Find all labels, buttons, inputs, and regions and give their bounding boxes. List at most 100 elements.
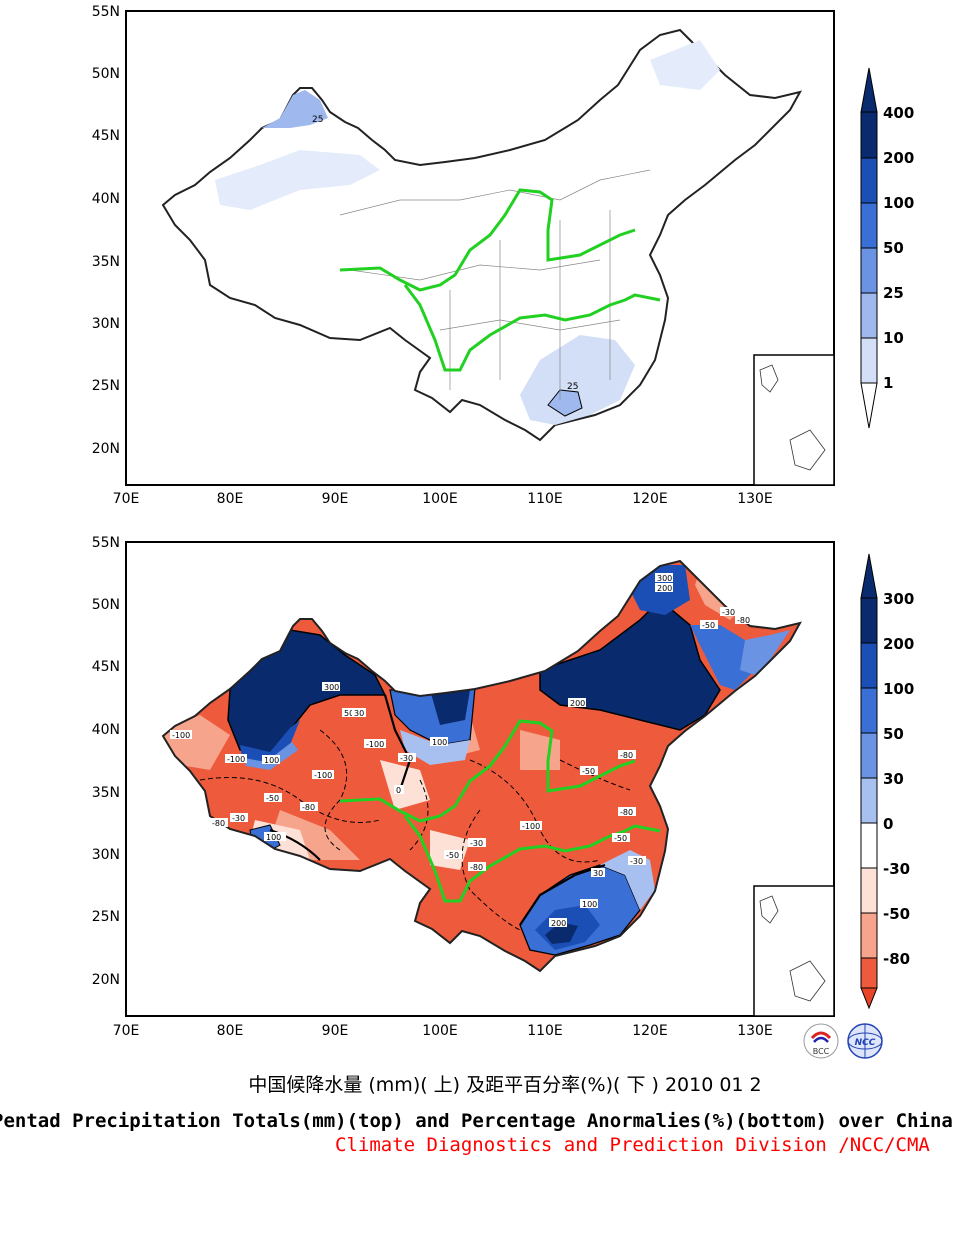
top-lat-label: 45N	[92, 128, 120, 144]
top-precip-shade-nw	[262, 90, 328, 128]
top-lon-label: 70E	[113, 491, 140, 507]
svg-text:-50: -50	[582, 767, 595, 776]
bottom-lat-label: 50N	[92, 597, 120, 613]
contour-label: -100	[170, 730, 192, 740]
bcc-logo: BCC	[803, 1023, 839, 1059]
bottom-yellow-river	[339, 719, 636, 823]
bottom-lat-label: 40N	[92, 722, 120, 738]
top-contour-label: 25	[312, 115, 323, 125]
top-colorbar-label: 50	[883, 239, 904, 257]
svg-text:-50: -50	[446, 851, 459, 860]
top-colorbar-label: 400	[883, 104, 914, 122]
top-lat-label: 50N	[92, 66, 120, 82]
svg-text:-100: -100	[522, 822, 540, 831]
contour-label: -50	[444, 850, 462, 860]
bottom-lon-label: 110E	[527, 1023, 563, 1039]
bottom-anomaly-positive-ne	[539, 598, 721, 731]
svg-text:-30: -30	[630, 857, 643, 866]
top-lon-label: 130E	[737, 491, 773, 507]
caption-credit: Climate Diagnostics and Prediction Divis…	[335, 1134, 930, 1156]
bottom-colorbar: 300 200 100 50 30 0 -30 -50 -80	[860, 553, 914, 1010]
top-lat-label: 35N	[92, 254, 120, 270]
contour-label: -30	[398, 753, 416, 763]
contour-label: -50	[580, 766, 598, 776]
top-colorbar-label: 100	[883, 194, 914, 212]
contour-label: -30	[230, 813, 248, 823]
contour-label: 200	[568, 698, 586, 708]
svg-text:200: 200	[551, 919, 566, 928]
svg-text:-30: -30	[470, 839, 483, 848]
bottom-lon-label: 120E	[632, 1023, 668, 1039]
top-china-outline	[161, 28, 802, 442]
contour-label: 100	[262, 755, 280, 765]
bottom-colorbar-label: 30	[883, 770, 904, 788]
caption-chinese: 中国候降水量 (mm)( 上) 及距平百分率(%)( 下 ) 2010 01 2	[248, 1074, 762, 1096]
top-colorbar: 400 200 100 50 25 10 1	[860, 67, 914, 429]
contour-label: -30	[468, 838, 486, 848]
svg-text:-80: -80	[620, 808, 633, 817]
contour-label: -50	[612, 833, 630, 843]
contour-label: -80	[468, 862, 486, 872]
bottom-colorbar-label: -50	[883, 905, 910, 923]
top-lat-label: 40N	[92, 191, 120, 207]
svg-text:-30: -30	[400, 754, 413, 763]
svg-text:30: 30	[593, 869, 603, 878]
top-precip-shade-south	[520, 335, 635, 425]
top-lat-axis: 55N 50N 45N 40N 35N 30N 25N 20N	[92, 4, 120, 457]
contour-label: -100	[312, 770, 334, 780]
svg-text:-80: -80	[470, 863, 483, 872]
contour-label: 100	[430, 737, 448, 747]
top-colorbar-label: 200	[883, 149, 914, 167]
bottom-lat-label: 55N	[92, 535, 120, 551]
top-precip-shade-core	[547, 389, 583, 417]
top-lon-label: 100E	[422, 491, 458, 507]
bottom-yangtze-river	[403, 815, 661, 903]
svg-text:-80: -80	[620, 751, 633, 760]
contour-label: -50	[264, 793, 282, 803]
contour-label: -100	[520, 821, 542, 831]
contour-label: -80	[210, 818, 228, 828]
bottom-colorbar-label: -30	[883, 860, 910, 878]
contour-label: 30	[352, 708, 366, 718]
contour-label: 200	[655, 583, 673, 593]
bottom-china-outline	[161, 559, 802, 973]
top-lat-label: 55N	[92, 4, 120, 20]
top-precip-shade-ne	[650, 40, 720, 90]
contour-label: -50	[700, 620, 718, 630]
svg-text:100: 100	[582, 900, 597, 909]
top-lat-label: 20N	[92, 441, 120, 457]
bottom-lon-axis: 70E 80E 90E 100E 110E 120E 130E	[113, 1023, 773, 1039]
top-yellow-river	[339, 188, 636, 292]
svg-text:-80: -80	[212, 819, 225, 828]
bottom-lat-label: 35N	[92, 785, 120, 801]
svg-text:30: 30	[354, 709, 364, 718]
svg-text:-80: -80	[302, 803, 315, 812]
contour-label: 100	[580, 899, 598, 909]
bottom-colorbar-label: 0	[883, 815, 893, 833]
svg-text:100: 100	[432, 738, 447, 747]
ncc-logo: NCC	[847, 1023, 883, 1059]
bottom-lon-label: 130E	[737, 1023, 773, 1039]
svg-text:300: 300	[324, 683, 339, 692]
svg-text:100: 100	[264, 756, 279, 765]
top-inset-box	[753, 354, 834, 485]
top-lon-label: 110E	[527, 491, 563, 507]
bottom-lat-label: 20N	[92, 972, 120, 988]
svg-text:-50: -50	[702, 621, 715, 630]
top-lon-label: 90E	[322, 491, 349, 507]
top-lat-label: 25N	[92, 378, 120, 394]
bottom-lon-label: 70E	[113, 1023, 140, 1039]
bottom-colorbar-label: 100	[883, 680, 914, 698]
contour-label: 300	[322, 682, 340, 692]
bottom-lat-label: 30N	[92, 847, 120, 863]
svg-text:-100: -100	[172, 731, 190, 740]
svg-text:0: 0	[396, 786, 401, 795]
top-precip-map: 25 25 55N 50N 45N 40N 35N 30N 25N 20N 70…	[92, 4, 915, 507]
svg-text:-100: -100	[366, 740, 384, 749]
top-colorbar-label: 1	[883, 374, 893, 392]
top-contour-label: 25	[567, 382, 578, 392]
bottom-colorbar-label: 50	[883, 725, 904, 743]
bottom-lat-axis: 55N 50N 45N 40N 35N 30N 25N 20N	[92, 535, 120, 988]
bottom-colorbar-label: 300	[883, 590, 914, 608]
bottom-inset-box	[753, 885, 834, 1016]
